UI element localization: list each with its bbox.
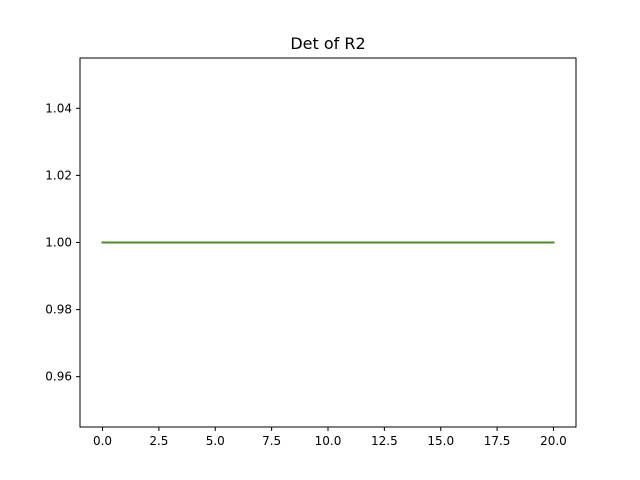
x-tick-label: 2.5 bbox=[149, 434, 168, 448]
x-tick-label: 0.0 bbox=[93, 434, 112, 448]
y-tick-label: 0.96 bbox=[45, 370, 72, 384]
x-tick-label: 5.0 bbox=[206, 434, 225, 448]
x-tick-label: 15.0 bbox=[427, 434, 454, 448]
chart-title: Det of R2 bbox=[290, 34, 365, 53]
y-tick-label: 0.98 bbox=[45, 303, 72, 317]
y-tick-label: 1.00 bbox=[45, 236, 72, 250]
y-tick-label: 1.02 bbox=[45, 168, 72, 182]
x-tick-label: 12.5 bbox=[371, 434, 398, 448]
x-tick-label: 7.5 bbox=[262, 434, 281, 448]
y-tick-label: 1.04 bbox=[45, 101, 72, 115]
x-tick-label: 17.5 bbox=[484, 434, 511, 448]
x-tick-label: 10.0 bbox=[315, 434, 342, 448]
x-tick-label: 20.0 bbox=[540, 434, 567, 448]
x-axis-ticks: 0.0 2.5 5.0 7.5 10.0 12.5 15.0 17.5 20.0 bbox=[93, 427, 567, 448]
y-axis-ticks: 0.96 0.98 1.00 1.02 1.04 bbox=[45, 101, 80, 384]
